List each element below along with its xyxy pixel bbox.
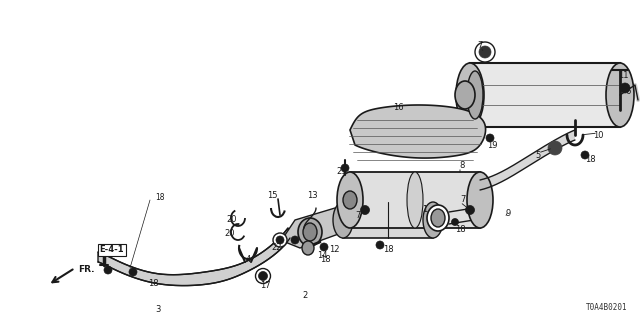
Polygon shape [480,130,575,190]
Ellipse shape [333,202,353,238]
Polygon shape [350,172,480,228]
Text: 8: 8 [460,161,465,170]
Ellipse shape [273,233,287,247]
Text: 18: 18 [383,245,394,254]
Ellipse shape [298,218,322,246]
Ellipse shape [467,172,493,228]
Ellipse shape [407,172,423,228]
Text: 13: 13 [307,190,317,199]
Text: 1: 1 [422,205,428,214]
Text: FR.: FR. [78,266,95,275]
Text: 7: 7 [355,211,361,220]
Ellipse shape [467,71,483,119]
Polygon shape [343,202,433,238]
Ellipse shape [431,209,445,227]
Ellipse shape [337,172,363,228]
Ellipse shape [456,63,484,127]
Text: 20: 20 [227,215,237,225]
Text: 21: 21 [337,167,348,177]
Ellipse shape [376,241,384,249]
Text: 6: 6 [625,87,630,97]
Ellipse shape [427,205,449,231]
Ellipse shape [548,141,562,155]
Text: 12: 12 [329,245,339,254]
Text: 14: 14 [317,251,327,260]
Text: 11: 11 [618,70,628,79]
Ellipse shape [360,205,369,214]
Polygon shape [285,205,360,248]
Ellipse shape [343,191,357,209]
Text: 22: 22 [272,244,282,252]
Ellipse shape [303,223,317,241]
Ellipse shape [620,83,630,93]
Text: 7: 7 [460,196,466,204]
Ellipse shape [479,46,491,58]
Ellipse shape [581,151,589,159]
Text: T0A4B0201: T0A4B0201 [586,303,628,312]
Ellipse shape [606,63,634,127]
Ellipse shape [423,202,443,238]
Ellipse shape [104,266,112,274]
Ellipse shape [320,243,328,251]
Text: 17: 17 [260,281,270,290]
Text: 18: 18 [454,226,465,235]
Text: 3: 3 [156,306,161,315]
Text: 15: 15 [267,190,277,199]
Ellipse shape [276,236,284,244]
Ellipse shape [486,134,494,142]
Ellipse shape [451,219,458,226]
Text: 10: 10 [593,131,604,140]
Text: 2: 2 [302,291,308,300]
Polygon shape [470,63,620,127]
Text: 20: 20 [225,229,236,238]
Text: 7: 7 [477,41,483,50]
Ellipse shape [465,205,474,214]
Text: 4: 4 [245,255,251,265]
Polygon shape [98,228,290,286]
Text: 18: 18 [148,278,158,287]
Text: 18: 18 [320,255,330,265]
Ellipse shape [291,236,299,244]
Ellipse shape [259,271,268,281]
Text: 18: 18 [155,193,164,202]
Text: 19: 19 [487,140,497,149]
Text: 18: 18 [585,156,595,164]
Ellipse shape [255,268,271,284]
Text: 16: 16 [393,103,403,113]
Ellipse shape [475,42,495,62]
Ellipse shape [129,268,137,276]
Ellipse shape [302,241,314,255]
Ellipse shape [455,81,475,109]
Text: 5: 5 [536,150,541,159]
Text: 9: 9 [506,209,511,218]
Text: E-4-1: E-4-1 [100,245,124,254]
Ellipse shape [341,164,349,172]
Polygon shape [350,105,486,158]
